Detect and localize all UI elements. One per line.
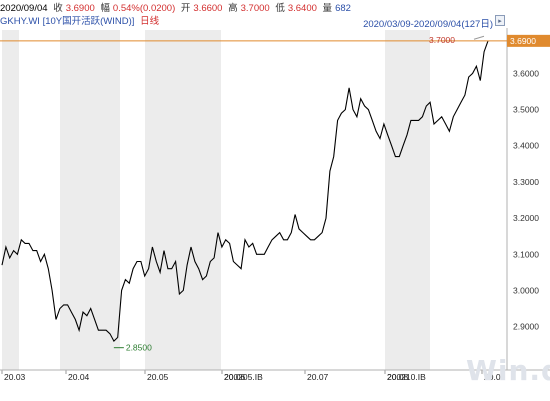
- change-value: 0.54%(0.0200): [112, 3, 176, 14]
- instrument-bar: GKHY.WI [10Y国开活跃(WIND)] 日线: [0, 16, 550, 28]
- x-tick-label: 20.05: [147, 372, 169, 382]
- change-label: 幅: [100, 3, 110, 14]
- y-tick-label: 3.6000: [513, 68, 539, 78]
- open-label: 开: [180, 3, 191, 14]
- close-label: 收: [53, 3, 63, 14]
- current-value-label: 3.6900: [510, 36, 536, 46]
- axes: 2.9000 3.0000 3.1000 3.2000 3.3000 3.4000 3.50…: [0, 28, 550, 382]
- y-tick-label: 3.2000: [513, 213, 539, 223]
- x-tick-label: 20.04: [68, 372, 90, 382]
- high-value: 3.7000: [240, 3, 270, 14]
- shade-band: [385, 30, 430, 370]
- expand-icon[interactable]: ▸: [495, 15, 505, 26]
- y-tick-label: 3.3000: [513, 177, 539, 187]
- contract-label: 200210.IB: [387, 372, 426, 382]
- x-tick-label: 20.03: [4, 372, 26, 382]
- x-tick-label: 20.08: [387, 372, 409, 382]
- current-value-badge: [507, 34, 550, 47]
- high-label: 高: [228, 3, 238, 14]
- y-tick-label: 3.5000: [513, 105, 539, 115]
- y-tick-label: 3.1000: [513, 249, 539, 259]
- watermark: Win.d: [466, 354, 550, 387]
- series-line-group: [1, 40, 489, 343]
- close-value: 3.6900: [65, 3, 95, 14]
- shade-band: [60, 30, 120, 370]
- shaded-bands: [2, 30, 430, 370]
- shade-band: [2, 30, 19, 370]
- period-label[interactable]: 日线: [140, 16, 160, 27]
- date-range[interactable]: 2020/03/09-2020/09/04(127日): [363, 19, 493, 30]
- instrument-name[interactable]: GKHY.WI [10Y国开活跃(WIND)]: [0, 16, 135, 27]
- y-tick-label: 3.4000: [513, 141, 539, 151]
- quote-date: 2020/09/04: [0, 3, 48, 14]
- high-marker-line: [473, 35, 485, 40]
- x-tick-label: 20.06: [224, 372, 246, 382]
- high-marker-label: 3.7000: [429, 35, 455, 45]
- x-tick-label: 20.07: [307, 372, 329, 382]
- low-marker-label: 2.8500: [126, 343, 152, 353]
- shade-band: [145, 30, 221, 370]
- low-label: 低: [275, 3, 285, 14]
- open-value: 3.6600: [193, 3, 223, 14]
- contract-label: 200205.IB: [224, 372, 263, 382]
- volume-value: 682: [335, 3, 351, 14]
- y-tick-label: 2.9000: [513, 322, 539, 332]
- quote-header: 2020/09/04 收 3.6900 幅 0.54%(0.0200) 开 3.660…: [0, 3, 550, 15]
- y-tick-label: 3.0000: [513, 285, 539, 295]
- annotation-group: 3.6900 3.7000 2.8500: [0, 34, 550, 353]
- y-axis-panel: [507, 28, 550, 372]
- x-tick-label: 20.09: [484, 372, 506, 382]
- volume-label: 量: [322, 3, 333, 14]
- series-line: [1, 40, 489, 343]
- low-value: 3.6400: [287, 3, 317, 14]
